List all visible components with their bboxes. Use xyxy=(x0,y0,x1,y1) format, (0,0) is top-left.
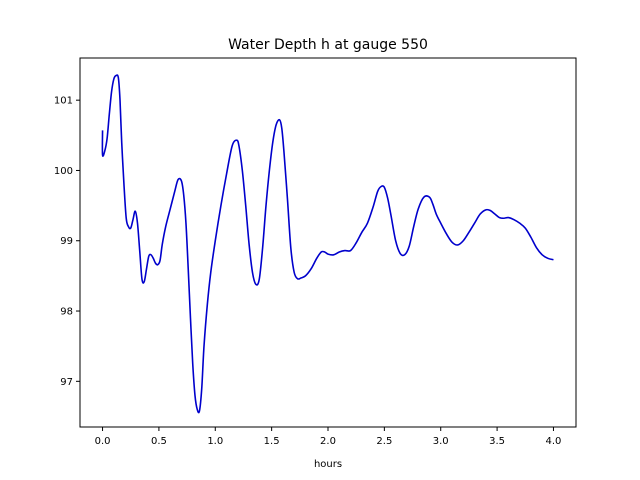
x-tick-label: 2.0 xyxy=(320,436,336,447)
y-tick-label: 101 xyxy=(54,96,73,107)
x-tick-label: 0.5 xyxy=(151,436,167,447)
y-tick-label: 97 xyxy=(60,377,73,388)
x-tick-label: 1.0 xyxy=(207,436,223,447)
y-tick-label: 98 xyxy=(60,307,73,318)
chart-title: Water Depth h at gauge 550 xyxy=(228,37,428,53)
y-tick-label: 100 xyxy=(54,166,73,177)
x-tick-label: 4.0 xyxy=(546,436,562,447)
x-tick-label: 3.5 xyxy=(489,436,505,447)
x-tick-label: 3.0 xyxy=(433,436,449,447)
y-tick-label: 99 xyxy=(60,236,73,247)
x-axis: 0.0 0.5 1.0 1.5 2.0 2.5 3.0 3.5 4.0 xyxy=(95,427,562,447)
y-axis: 97 98 99 100 101 xyxy=(54,96,80,388)
x-tick-label: 1.5 xyxy=(264,436,280,447)
x-axis-label: hours xyxy=(314,459,342,470)
x-tick-label: 0.0 xyxy=(95,436,111,447)
x-tick-label: 2.5 xyxy=(376,436,392,447)
series-line xyxy=(101,74,554,414)
